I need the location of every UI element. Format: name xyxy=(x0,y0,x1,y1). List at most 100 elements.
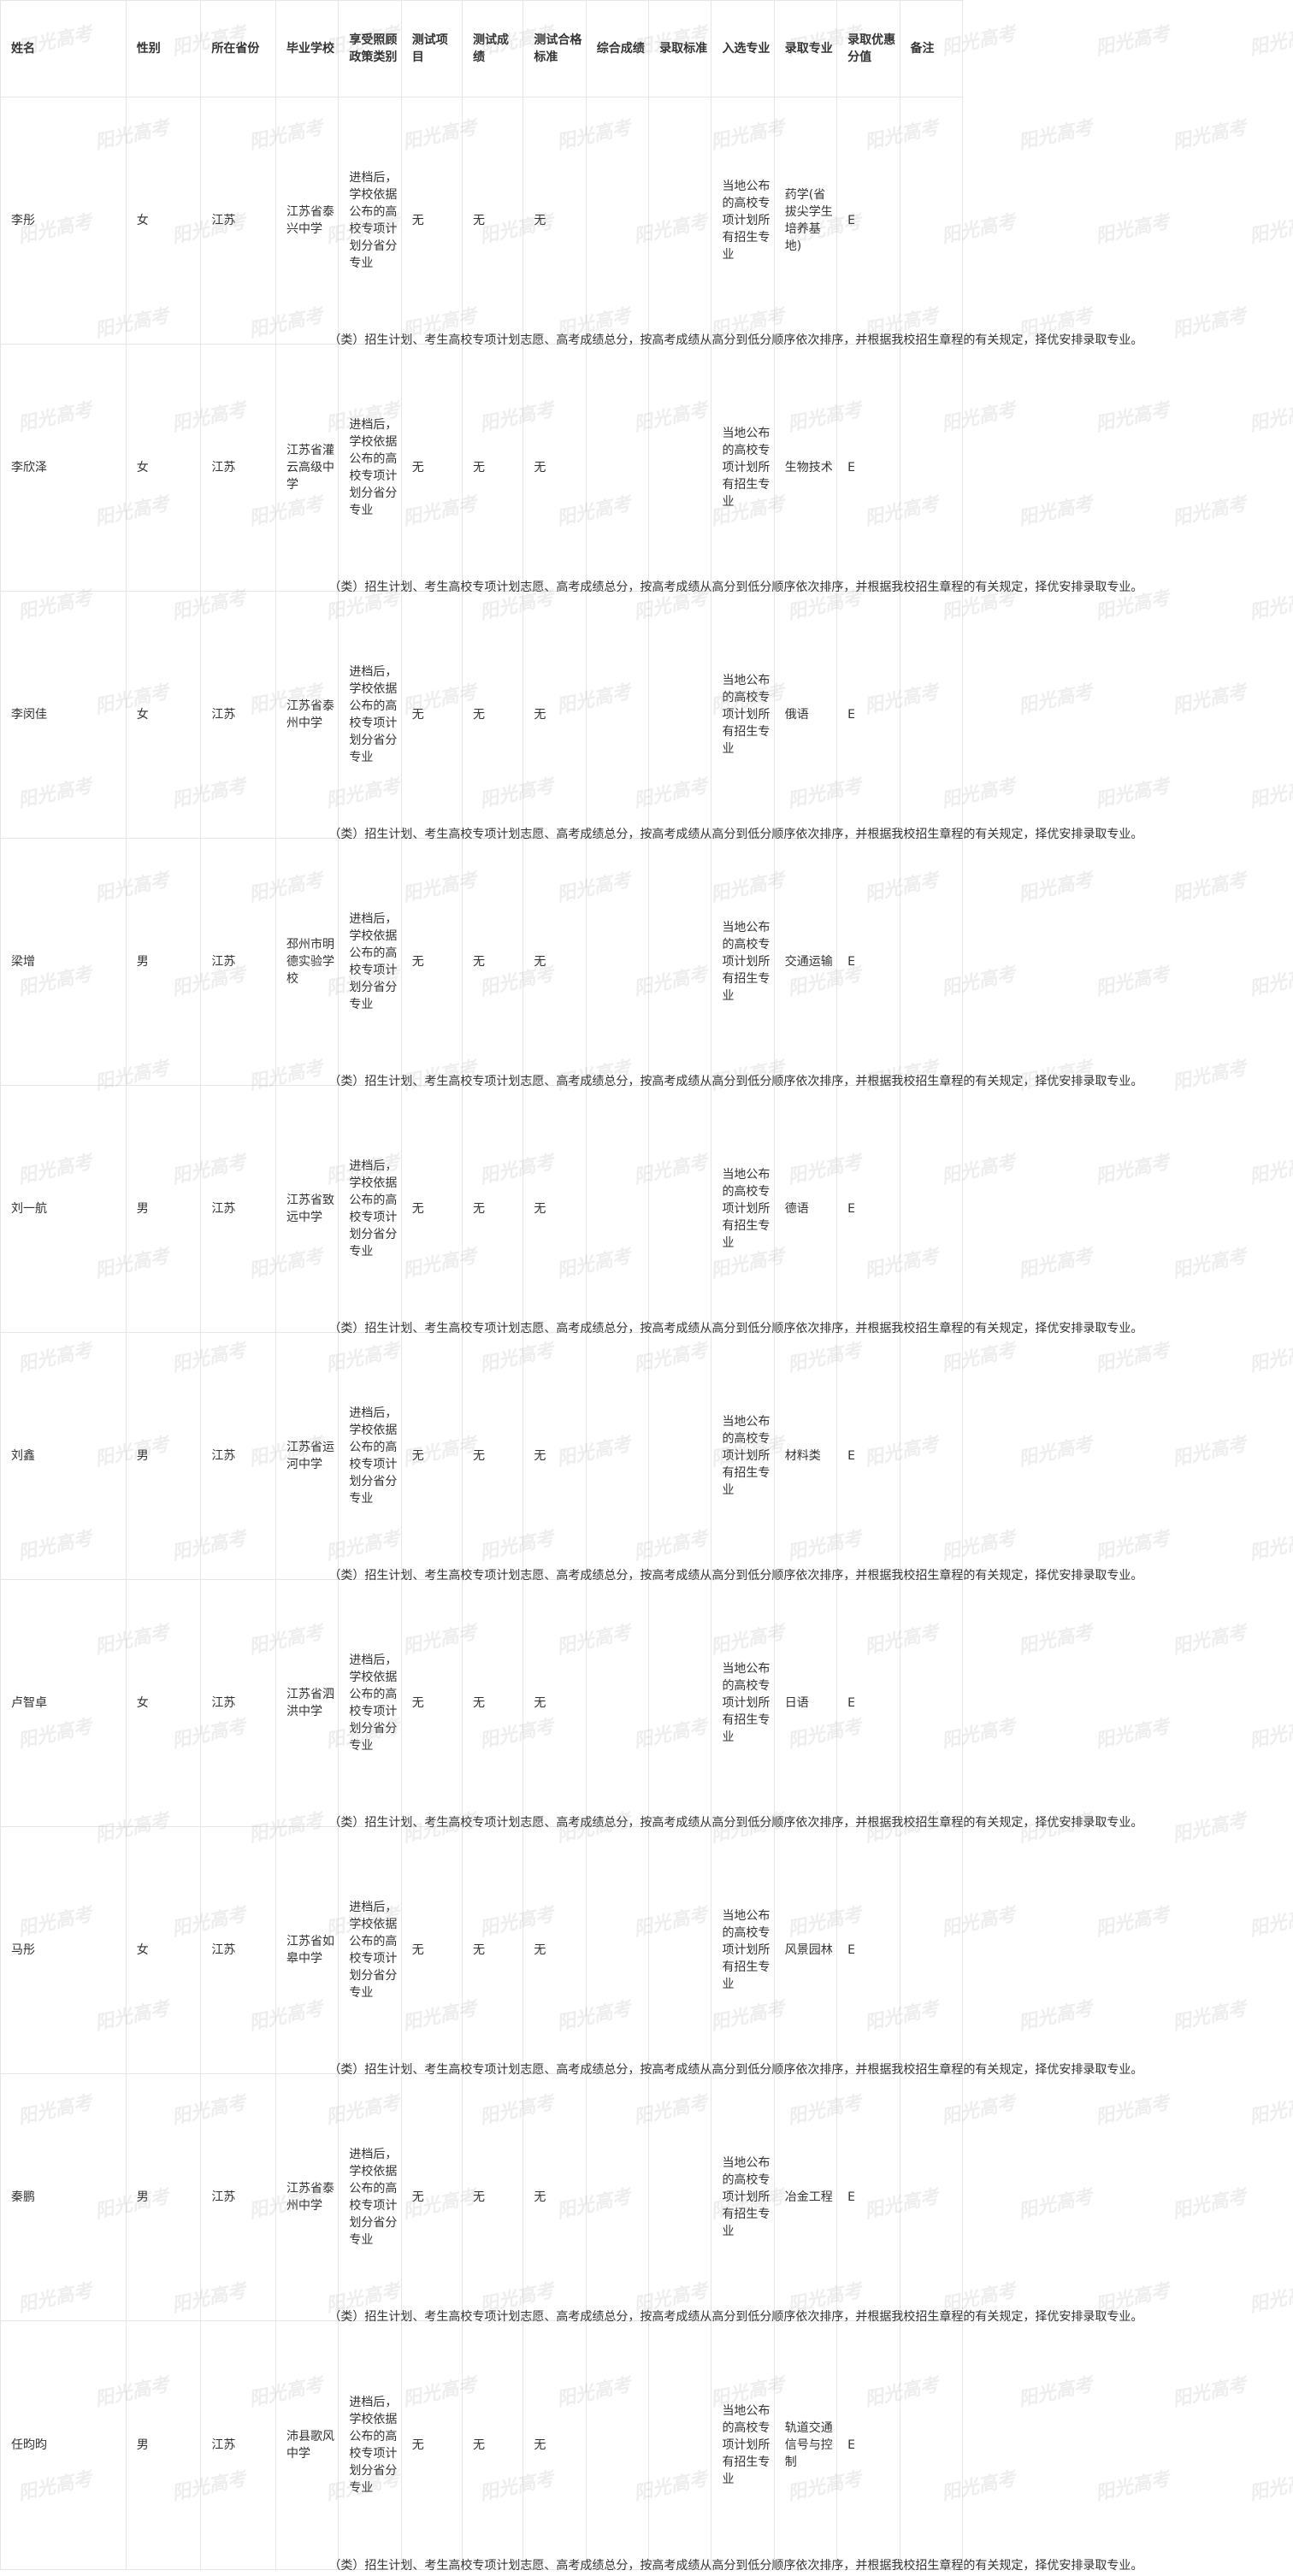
watermark-text: 阳光高考 xyxy=(1016,1245,1095,1282)
header-selected-major: 入选专业 xyxy=(711,0,775,97)
cell-remark xyxy=(899,838,964,1086)
header-gender: 性别 xyxy=(125,0,202,97)
table-row: 李闵佳女江苏 江苏省泰州中学 进档后，学校依据公布的高校专项计划分省分专业 （类）招生… xyxy=(0,591,1142,841)
cell-composite-score xyxy=(585,344,650,592)
cell-test-standard: 无 xyxy=(523,2073,587,2321)
policy-text: 进档后，学校依据公布的高校专项计划分省分专业 xyxy=(349,1653,398,1753)
cell-test-score: 无 xyxy=(462,838,524,1086)
cell-province: 江苏 xyxy=(200,1826,276,2074)
watermark-text: 阳光高考 xyxy=(1093,2467,1172,2505)
cell-test-standard: 无 xyxy=(523,1579,587,1827)
watermark-text: 阳光高考 xyxy=(1016,2185,1095,2223)
watermark-text: 阳光高考 xyxy=(1170,869,1249,906)
cell-remark xyxy=(899,1826,964,2074)
cell-test-standard: 无 xyxy=(523,1826,587,2074)
cell-admitted-major: 材料类 xyxy=(773,1332,838,1580)
watermark-text: 阳光高考 xyxy=(1170,1621,1249,1659)
watermark-text: 阳光高考 xyxy=(1093,22,1172,60)
watermark-text: 阳光高考 xyxy=(1247,2091,1293,2129)
table-row: 刘一航男江苏 江苏省致远中学 进档后，学校依据公布的高校专项计划分省分专业 （类）招生… xyxy=(0,1085,1142,1335)
cell-composite-score xyxy=(585,2073,650,2321)
cell-gender: 男 xyxy=(125,2073,202,2321)
cell-composite-score xyxy=(585,1579,650,1827)
header-admitted-major: 录取专业 xyxy=(773,0,838,97)
cell-test-item: 无 xyxy=(400,2073,463,2321)
cell-school: 邳州市明德实验学校 xyxy=(275,838,339,1086)
cell-school: 江苏省泗洪中学 xyxy=(275,1579,339,1827)
watermark-text: 阳光高考 xyxy=(1016,1621,1095,1659)
watermark-text: 阳光高考 xyxy=(1247,22,1293,60)
cell-composite-score xyxy=(585,1332,650,1580)
cell-admitted-major: 日语 xyxy=(773,1579,838,1827)
cell-admission-standard xyxy=(648,1826,712,2074)
cell-test-standard: 无 xyxy=(523,1085,587,1333)
watermark-text: 阳光高考 xyxy=(1247,2279,1293,2317)
cell-remark xyxy=(899,97,964,345)
cell-bonus: E xyxy=(836,1826,900,2074)
policy-text-overflow: （类）招生计划、考生高校专项计划志愿、高考成绩总分，按高考成绩从高分到低分顺序依… xyxy=(328,828,1143,841)
cell-composite-score xyxy=(585,1826,650,2074)
cell-remark xyxy=(899,344,964,592)
cell-name: 李闵佳 xyxy=(0,591,127,839)
table-header-row: 姓名 性别 所在省份 毕业学校 享受照顾政策类别 测试项目 测试成绩 测试合格标… xyxy=(0,0,964,97)
policy-text-overflow: （类）招生计划、考生高校专项计划志愿、高考成绩总分，按高考成绩从高分到低分顺序依… xyxy=(328,333,1143,347)
policy-text-overflow: （类）招生计划、考生高校专项计划志愿、高考成绩总分，按高考成绩从高分到低分顺序依… xyxy=(328,1322,1143,1335)
cell-name: 梁增 xyxy=(0,838,127,1086)
watermark-text: 阳光高考 xyxy=(1247,2467,1293,2505)
cell-test-score: 无 xyxy=(462,591,524,839)
cell-admission-standard xyxy=(648,591,712,839)
cell-composite-score xyxy=(585,1085,650,1333)
cell-selected-major: 当地公布的高校专项计划所有招生专业 xyxy=(711,838,775,1086)
table-row: 梁增男江苏 邳州市明德实验学校 进档后，学校依据公布的高校专项计划分省分专业 （类）招… xyxy=(0,838,1142,1088)
cell-remark xyxy=(899,2073,964,2321)
policy-text-overflow: （类）招生计划、考生高校专项计划志愿、高考成绩总分，按高考成绩从高分到低分顺序依… xyxy=(328,2559,1143,2573)
cell-test-item: 无 xyxy=(400,1579,463,1827)
cell-bonus: E xyxy=(836,344,900,592)
watermark-text: 阳光高考 xyxy=(1170,1433,1249,1471)
watermark-text: 阳光高考 xyxy=(1247,1903,1293,1941)
cell-admission-standard xyxy=(648,344,712,592)
cell-test-item: 无 xyxy=(400,1085,463,1333)
cell-policy: 进档后，学校依据公布的高校专项计划分省分专业 （类）招生计划、考生高校专项计划志愿… xyxy=(328,1085,1142,1335)
cell-test-item: 无 xyxy=(400,838,463,1086)
cell-gender: 女 xyxy=(125,1826,202,2074)
cell-admitted-major: 冶金工程 xyxy=(773,2073,838,2321)
cell-admission-standard xyxy=(648,2320,712,2570)
header-province: 所在省份 xyxy=(200,0,276,97)
cell-policy: 进档后，学校依据公布的高校专项计划分省分专业 （类）招生计划、考生高校专项计划志愿… xyxy=(328,838,1142,1088)
cell-test-score: 无 xyxy=(462,2073,524,2321)
cell-school: 江苏省致远中学 xyxy=(275,1085,339,1333)
cell-province: 江苏 xyxy=(200,1085,276,1333)
cell-admitted-major: 交通运输 xyxy=(773,838,838,1086)
cell-name: 任昀昀 xyxy=(0,2320,127,2570)
cell-selected-major: 当地公布的高校专项计划所有招生专业 xyxy=(711,97,775,345)
cell-admitted-major: 德语 xyxy=(773,1085,838,1333)
policy-text-overflow: （类）招生计划、考生高校专项计划志愿、高考成绩总分，按高考成绩从高分到低分顺序依… xyxy=(328,581,1143,594)
cell-admission-standard xyxy=(648,1085,712,1333)
policy-text-overflow: （类）招生计划、考生高校专项计划志愿、高考成绩总分，按高考成绩从高分到低分顺序依… xyxy=(328,1569,1143,1583)
cell-school: 江苏省泰兴中学 xyxy=(275,97,339,345)
cell-bonus: E xyxy=(836,1332,900,1580)
cell-admission-standard xyxy=(648,1579,712,1827)
watermark-text: 阳光高考 xyxy=(1247,1527,1293,1565)
cell-bonus: E xyxy=(836,97,900,345)
cell-admission-standard xyxy=(648,838,712,1086)
cell-bonus: E xyxy=(836,838,900,1086)
header-test-standard: 测试合格标准 xyxy=(523,0,587,97)
cell-remark xyxy=(899,2320,964,2570)
watermark-text: 阳光高考 xyxy=(1170,1809,1249,1847)
watermark-text: 阳光高考 xyxy=(1247,587,1293,624)
table-row: 李彤女江苏 江苏省泰兴中学 进档后，学校依据公布的高校专项计划分省分专业 （类）招生计… xyxy=(0,97,1142,347)
cell-province: 江苏 xyxy=(200,1332,276,1580)
watermark-text: 阳光高考 xyxy=(1093,1715,1172,1753)
cell-selected-major: 当地公布的高校专项计划所有招生专业 xyxy=(711,1826,775,2074)
cell-name: 刘一航 xyxy=(0,1085,127,1333)
cell-gender: 女 xyxy=(125,344,202,592)
cell-admitted-major: 生物技术 xyxy=(773,344,838,592)
watermark-text: 阳光高考 xyxy=(1093,2091,1172,2129)
cell-bonus: E xyxy=(836,2073,900,2321)
cell-selected-major: 当地公布的高校专项计划所有招生专业 xyxy=(711,1332,775,1580)
cell-test-score: 无 xyxy=(462,97,524,345)
table-row: 马彤女江苏 江苏省如皋中学 进档后，学校依据公布的高校专项计划分省分专业 （类）招生计… xyxy=(0,1826,1142,2077)
watermark-text: 阳光高考 xyxy=(1093,1527,1172,1565)
